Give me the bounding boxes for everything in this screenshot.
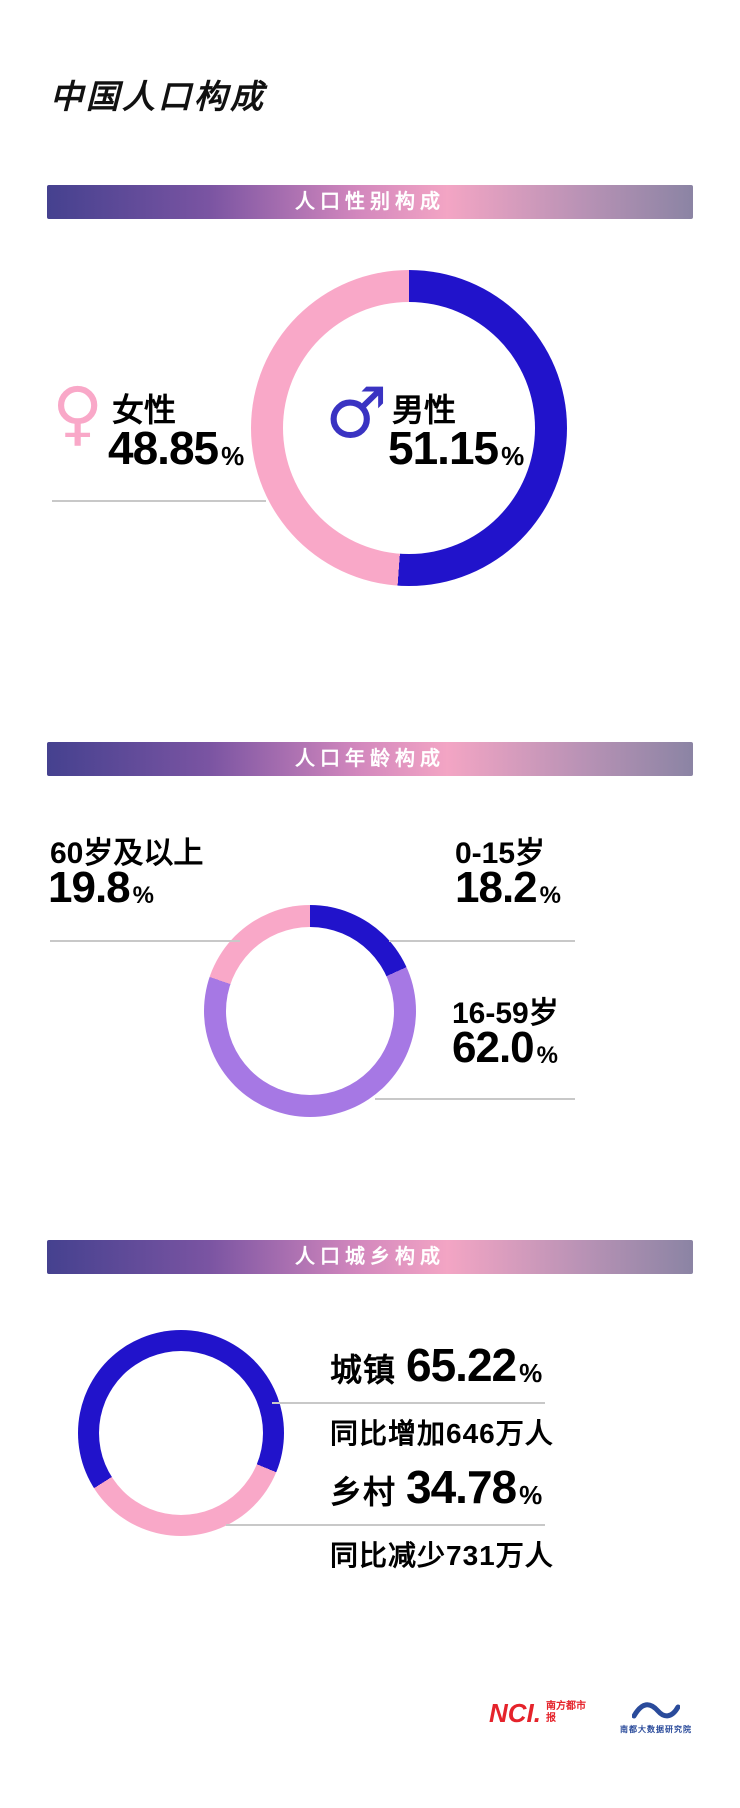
nci-logo: NCI. 南方都市报 — [489, 1700, 590, 1726]
age-16-59-unit: % — [536, 1042, 558, 1069]
female-value-unit: % — [221, 441, 245, 471]
male-icon: ♂ — [325, 372, 388, 454]
section-header-age-label: 人口年龄构成 — [295, 748, 445, 770]
footer: NCI. 南方都市报 南都大数据研究院 — [489, 1700, 692, 1735]
urban-value-number: 65.22 — [406, 1339, 517, 1391]
leader-line-rural — [226, 1524, 545, 1526]
age-0-15-unit: % — [539, 882, 561, 909]
female-value-number: 48.85 — [108, 422, 219, 474]
bigdata-logo-name: 南都大数据研究院 — [620, 1725, 692, 1734]
rural-value-number: 34.78 — [406, 1461, 517, 1513]
section-header-gender: 人口性别构成 — [47, 185, 693, 219]
leader-line-female — [52, 500, 266, 502]
wave-icon — [632, 1702, 680, 1719]
section-header-urban-rural-label: 人口城乡构成 — [295, 1246, 445, 1268]
leader-line-16-59 — [375, 1098, 575, 1100]
rural-label: 乡村 — [330, 1474, 397, 1510]
donut-hole — [99, 1351, 263, 1515]
leader-line-0-15 — [389, 940, 575, 942]
age-0-15-label: 0-15岁 — [455, 837, 546, 870]
urban-value-unit: % — [519, 1358, 543, 1388]
rural-value-unit: % — [519, 1480, 543, 1510]
nci-logo-name: 南方都市报 — [546, 1701, 586, 1724]
urban-rural-donut-chart — [78, 1330, 284, 1536]
male-value: 51.15 % — [388, 425, 524, 471]
age-60plus-number: 19.8 — [48, 863, 131, 912]
gender-donut-chart — [251, 270, 567, 586]
section-header-age: 人口年龄构成 — [47, 742, 693, 776]
age-60plus-label: 60岁及以上 — [50, 837, 204, 870]
female-value: 48.85 % — [108, 425, 244, 471]
age-donut-chart — [204, 905, 416, 1117]
male-value-unit: % — [501, 441, 525, 471]
age-0-15-value: 18.2 % — [455, 866, 561, 910]
age-16-59-label: 16-59岁 — [452, 997, 559, 1030]
female-label: 女性 — [112, 392, 177, 428]
male-value-number: 51.15 — [388, 422, 499, 474]
male-label: 男性 — [392, 392, 457, 428]
section-header-gender-label: 人口性别构成 — [295, 191, 445, 213]
urban-label: 城镇 — [330, 1352, 397, 1388]
urban-value: 城镇 65.22 % — [330, 1342, 542, 1388]
bigdata-logo: 南都大数据研究院 — [620, 1700, 692, 1735]
age-16-59-number: 62.0 — [452, 1023, 535, 1072]
leader-line-urban — [272, 1402, 545, 1404]
age-60plus-value: 19.8 % — [48, 866, 154, 910]
leader-line-60plus — [50, 940, 240, 942]
rural-value: 乡村 34.78 % — [330, 1464, 542, 1510]
nci-logo-mark: NCI. — [489, 1698, 541, 1728]
age-0-15-number: 18.2 — [455, 863, 538, 912]
age-60plus-unit: % — [132, 882, 154, 909]
donut-hole — [226, 927, 394, 1095]
donut-hole — [283, 302, 535, 554]
female-icon: ♀ — [52, 372, 104, 454]
page-title: 中国人口构成 — [50, 78, 266, 115]
rural-note: 同比减少731万人 — [330, 1540, 554, 1571]
urban-note: 同比增加646万人 — [330, 1418, 554, 1449]
section-header-urban-rural: 人口城乡构成 — [47, 1240, 693, 1274]
age-16-59-value: 62.0 % — [452, 1026, 558, 1070]
